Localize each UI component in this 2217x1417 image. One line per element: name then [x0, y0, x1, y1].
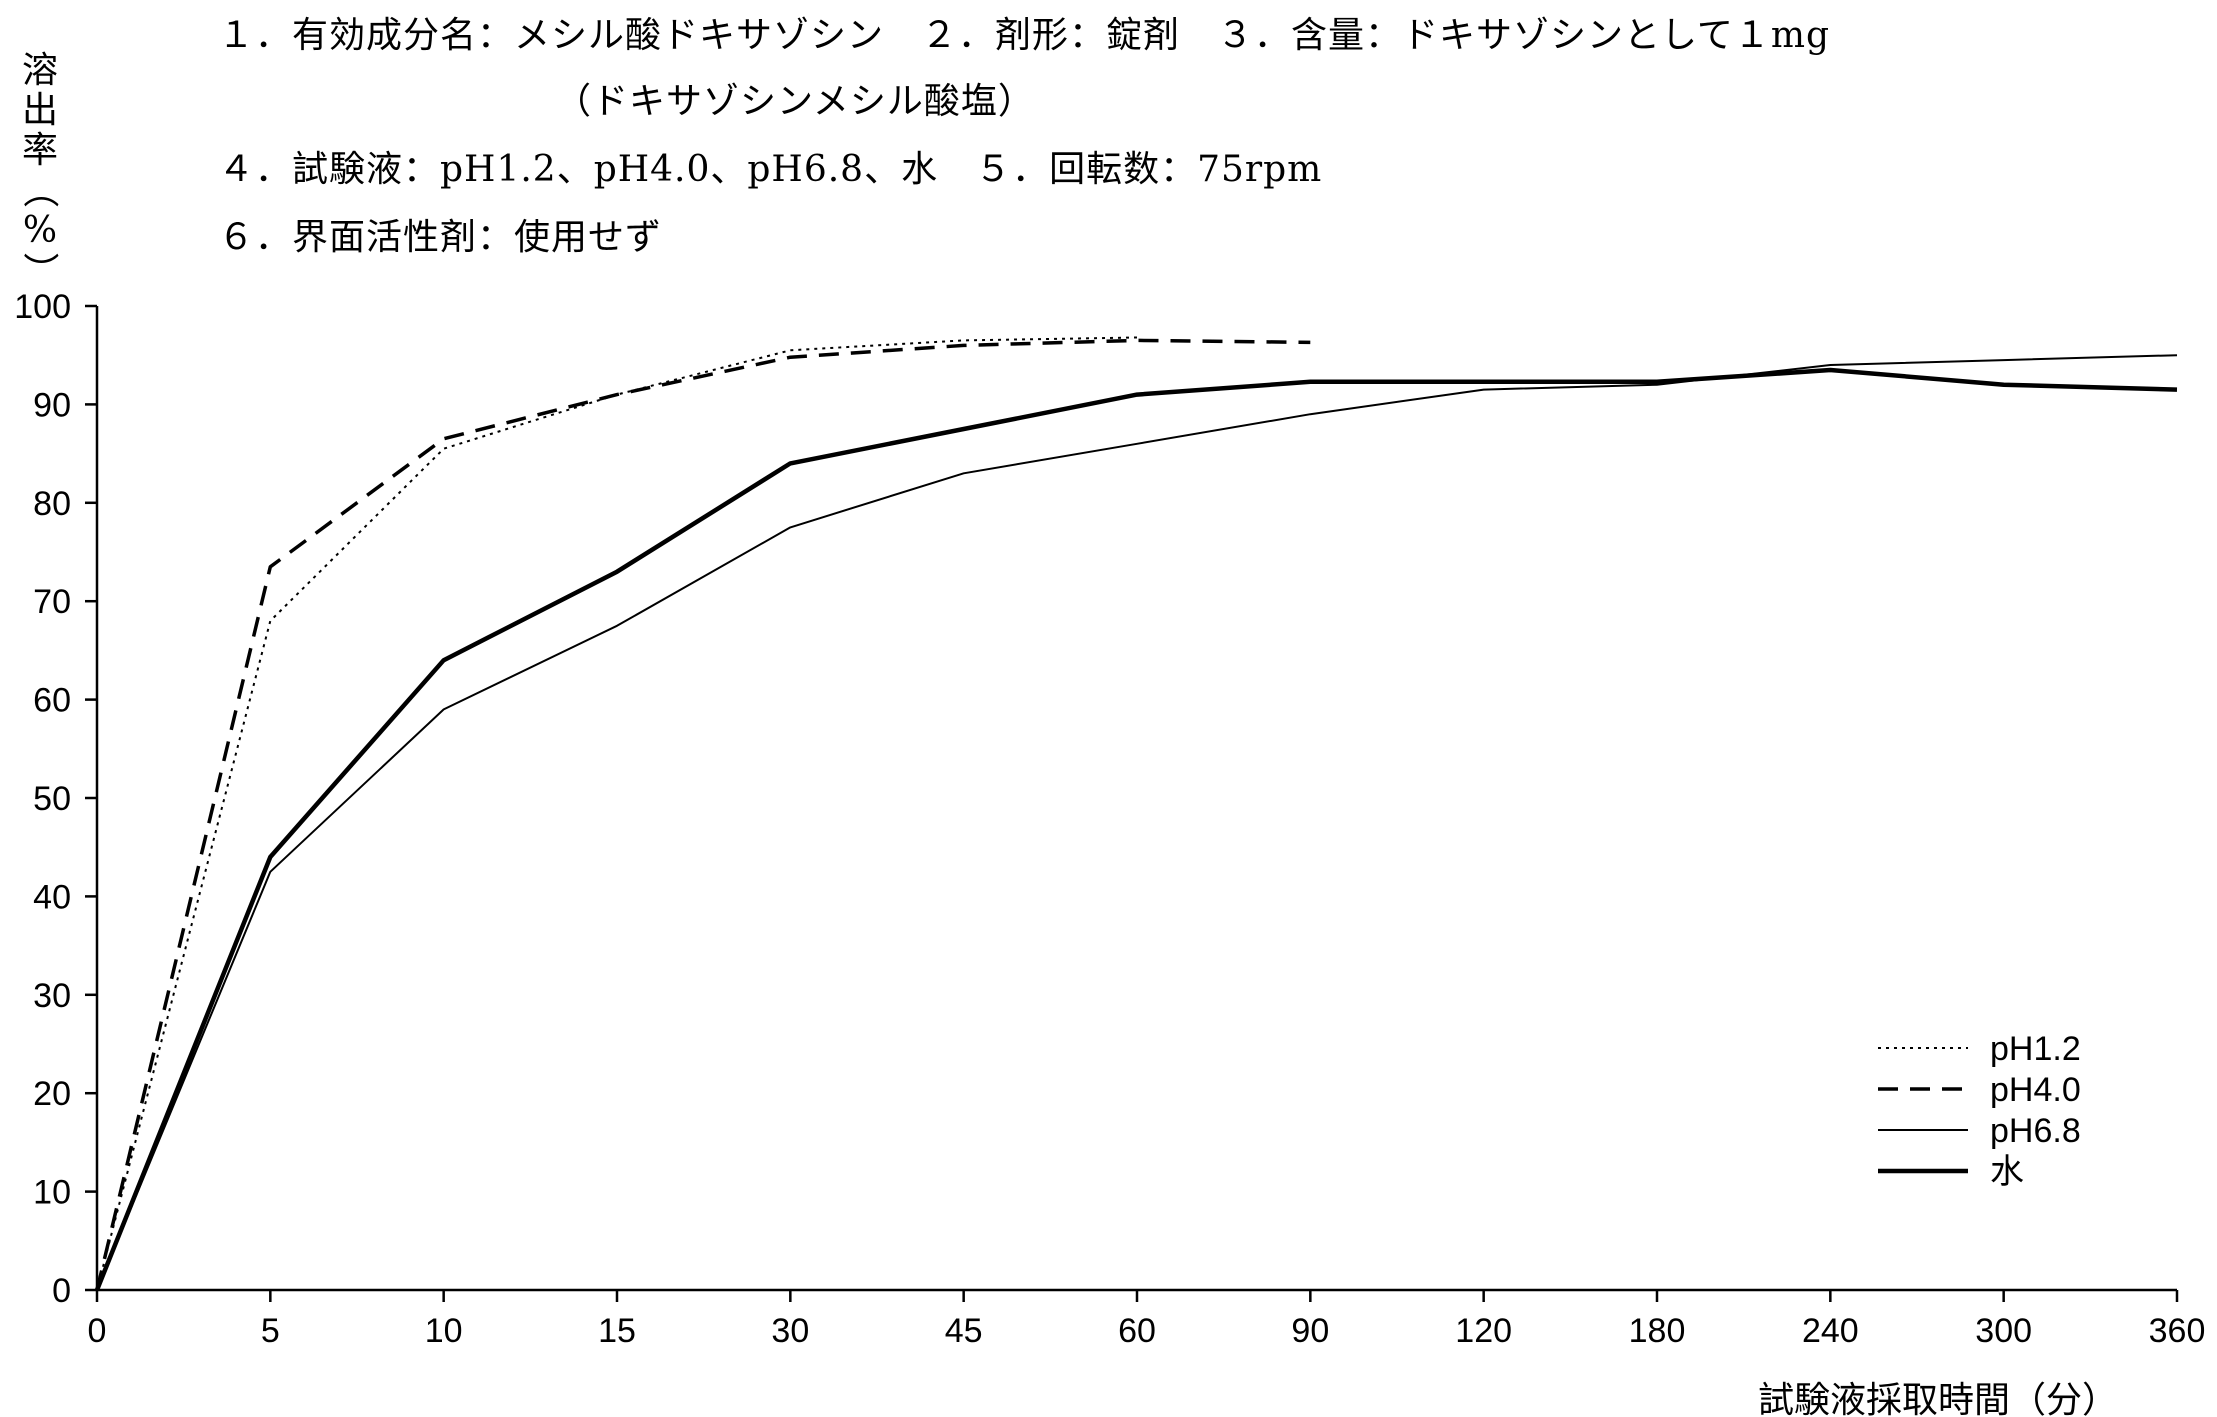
legend-label: 水	[1990, 1153, 2024, 1191]
series-line-水	[94, 367, 2178, 1291]
y-axis-title-char: 溶	[22, 50, 58, 91]
x-tick-label: 120	[1455, 1312, 1512, 1350]
y-tick-label: 20	[33, 1075, 71, 1113]
series-group	[94, 336, 2178, 1291]
series-line-pH4.0	[95, 338, 1311, 1291]
legend-label: pH6.8	[1990, 1112, 2081, 1150]
y-axis-title-char: （	[19, 172, 60, 208]
x-tick-label: 0	[88, 1312, 107, 1350]
x-tick-label: 300	[1975, 1312, 2032, 1350]
series-line-pH6.8	[96, 354, 2178, 1291]
y-tick-label: 90	[33, 386, 71, 424]
y-tick-label: 10	[33, 1174, 71, 1212]
y-tick-label: 80	[33, 485, 71, 523]
y-axis-title-char: ）	[19, 252, 60, 288]
y-tick-label: 50	[33, 780, 71, 818]
series-line-pH1.2	[96, 336, 1138, 1291]
y-axis-title: 溶出率（%）	[19, 50, 60, 288]
y-tick-label: 40	[33, 878, 71, 916]
y-axis-title-char: 率	[22, 130, 58, 171]
header-line-2: （ドキサゾシンメシル酸塩）	[555, 81, 1035, 122]
header-line-1: １．有効成分名：メシル酸ドキサゾシン ２．剤形：錠剤 ３．含量：ドキサゾシンとし…	[218, 15, 1831, 56]
y-tick-label: 30	[33, 977, 71, 1015]
x-tick-label: 240	[1802, 1312, 1859, 1350]
y-tick-label: 60	[33, 682, 71, 720]
header-line-4: ６．界面活性剤：使用せず	[218, 217, 663, 258]
header-line-3: ４．試験液：pH1.2、pH4.0、pH6.8、水 ５．回転数：75rpm	[218, 149, 1323, 190]
axes: 0 10 20 30 40 50 60 70 80 90 100 0 5 10 15 30 45 60 90 120 1…	[14, 288, 2205, 1350]
x-tick-label: 10	[425, 1312, 463, 1350]
y-tick-label: 0	[52, 1272, 71, 1310]
legend-label: pH1.2	[1990, 1030, 2081, 1068]
x-tick-label: 360	[2149, 1312, 2206, 1350]
x-tick-label: 90	[1291, 1312, 1329, 1350]
y-axis-title-char: %	[23, 210, 57, 251]
x-tick-label: 15	[598, 1312, 636, 1350]
x-tick-label: 180	[1629, 1312, 1686, 1350]
y-axis-title-char: 出	[22, 90, 58, 131]
y-tick-label: 70	[33, 583, 71, 621]
x-tick-label: 5	[261, 1312, 280, 1350]
y-tick-label: 100	[14, 288, 71, 326]
x-tick-label: 45	[945, 1312, 983, 1350]
x-tick-label: 30	[771, 1312, 809, 1350]
x-axis-title: 試験液採取時間（分）	[1758, 1380, 2118, 1417]
x-tick-label: 60	[1118, 1312, 1156, 1350]
legend-label: pH4.0	[1990, 1071, 2081, 1109]
